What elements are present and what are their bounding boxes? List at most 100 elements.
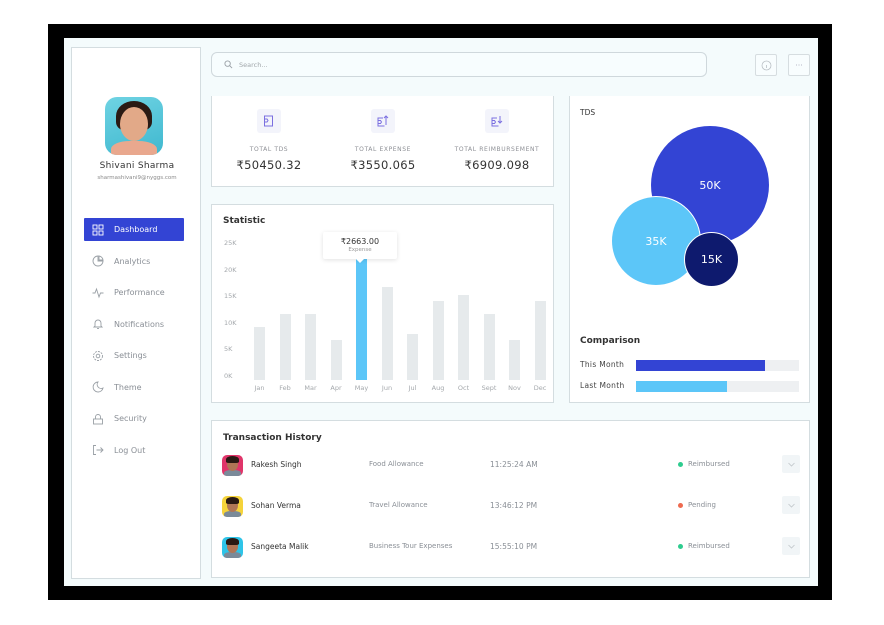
tds-title: TDS bbox=[580, 108, 596, 117]
info-button[interactable] bbox=[755, 54, 777, 76]
transaction-row[interactable]: Rakesh Singh Food Allowance 11:25:24 AM … bbox=[222, 453, 802, 477]
sidebar-item-settings[interactable]: Settings bbox=[84, 344, 184, 367]
moon-icon bbox=[92, 381, 104, 393]
stat-label: TOTAL EXPENSE bbox=[354, 146, 412, 153]
x-tick: Nov bbox=[508, 384, 521, 392]
sidebar: Shivani Sharma sharmashivani9@nyggs.com … bbox=[71, 47, 201, 579]
bar-oct[interactable] bbox=[458, 295, 469, 380]
comparison-label: This Month bbox=[580, 360, 625, 369]
x-tick: Sept bbox=[481, 384, 497, 392]
sidebar-item-notifications[interactable]: Notifications bbox=[84, 313, 184, 336]
pie-chart-icon bbox=[92, 255, 104, 267]
sidebar-item-analytics[interactable]: Analytics bbox=[84, 250, 184, 273]
x-tick: Oct bbox=[457, 384, 470, 392]
document-upload-icon bbox=[371, 109, 395, 133]
status-badge: Reimbursed bbox=[678, 542, 730, 550]
status-dot-icon bbox=[678, 502, 683, 508]
bubble-15k[interactable]: 15K bbox=[684, 232, 739, 287]
transaction-row[interactable]: Sohan Verma Travel Allowance 13:46:12 PM… bbox=[222, 494, 802, 518]
search-icon bbox=[224, 60, 233, 69]
more-button[interactable]: ··· bbox=[788, 54, 810, 76]
stat-total-tds: TOTAL TDS ₹50450.32 bbox=[212, 96, 326, 172]
stat-label: TOTAL TDS bbox=[249, 146, 289, 153]
y-tick: 0K bbox=[224, 371, 233, 380]
expand-button[interactable] bbox=[782, 455, 800, 473]
comparison-bar-this-month bbox=[636, 360, 799, 371]
avatar bbox=[222, 455, 243, 476]
sidebar-item-label: Security bbox=[114, 414, 147, 423]
sidebar-item-label: Performance bbox=[114, 288, 165, 297]
comparison-title: Comparison bbox=[580, 336, 641, 346]
chevron-down-icon bbox=[787, 503, 795, 508]
x-tick: Feb bbox=[279, 384, 291, 392]
bar-may[interactable] bbox=[356, 255, 367, 380]
logout-icon bbox=[92, 444, 104, 456]
transaction-time: 15:55:10 PM bbox=[490, 542, 538, 551]
bar-aug[interactable] bbox=[432, 300, 444, 380]
sidebar-item-label: Settings bbox=[114, 351, 147, 360]
lock-icon bbox=[92, 413, 104, 425]
transaction-category: Travel Allowance bbox=[369, 501, 428, 509]
comparison-bar-last-month bbox=[636, 381, 799, 392]
user-email: sharmashivani9@nyggs.com bbox=[97, 175, 177, 181]
search-bar[interactable] bbox=[211, 52, 707, 77]
document-icon bbox=[257, 109, 281, 133]
bell-icon bbox=[92, 318, 104, 330]
x-tick: Mar bbox=[304, 384, 317, 392]
user-avatar[interactable] bbox=[105, 97, 163, 155]
x-tick: Dec bbox=[533, 384, 547, 392]
bar-jun[interactable] bbox=[381, 287, 393, 380]
bubble-50k[interactable]: 50K bbox=[651, 126, 769, 244]
sidebar-item-label: Analytics bbox=[114, 256, 151, 266]
stat-value: ₹3550.065 bbox=[350, 158, 416, 172]
more-dots-icon: ··· bbox=[795, 60, 803, 70]
transaction-name: Rakesh Singh bbox=[251, 460, 302, 469]
bar-mar[interactable] bbox=[305, 313, 316, 380]
statistic-title: Statistic bbox=[223, 216, 266, 226]
grid-icon bbox=[92, 224, 104, 236]
user-name: Shivani Sharma bbox=[99, 161, 175, 171]
sidebar-item-security[interactable]: Security bbox=[84, 407, 184, 430]
status-dot-icon bbox=[678, 543, 683, 549]
expand-button[interactable] bbox=[782, 537, 800, 555]
sidebar-item-label: Log Out bbox=[114, 445, 146, 455]
x-tick: Apr bbox=[330, 384, 342, 392]
bar-jan[interactable] bbox=[254, 327, 265, 380]
y-tick: 10K bbox=[224, 318, 237, 327]
x-tick: Jan bbox=[254, 384, 265, 392]
stat-label: TOTAL REIMBURSEMENT bbox=[454, 146, 540, 153]
gear-icon bbox=[92, 350, 104, 362]
chevron-down-icon bbox=[787, 462, 795, 467]
sidebar-item-label: Theme bbox=[114, 382, 142, 392]
stat-value: ₹50450.32 bbox=[236, 158, 302, 172]
info-icon bbox=[761, 60, 771, 70]
transaction-time: 11:25:24 AM bbox=[490, 460, 538, 469]
status-dot-icon bbox=[678, 461, 683, 467]
sidebar-nav: Dashboard Analytics Performance Notifica… bbox=[84, 218, 184, 470]
sidebar-item-theme[interactable]: Theme bbox=[84, 376, 184, 399]
sidebar-item-dashboard[interactable]: Dashboard bbox=[84, 218, 184, 241]
bar-sept[interactable] bbox=[483, 313, 495, 380]
y-tick: 20K bbox=[224, 265, 237, 274]
bar-nov[interactable] bbox=[509, 340, 520, 380]
bar-feb[interactable] bbox=[279, 313, 291, 380]
stat-total-expense: TOTAL EXPENSE ₹3550.065 bbox=[326, 96, 440, 172]
tooltip-value: ₹2663.00 bbox=[340, 237, 380, 246]
statistic-card: Statistic 25K 20K 15K 10K 5K 0K Jan Feb Ma… bbox=[211, 204, 554, 403]
y-tick: 5K bbox=[224, 345, 233, 353]
transaction-row[interactable]: Sangeeta Malik Business Tour Expenses 15… bbox=[222, 535, 802, 559]
expand-button[interactable] bbox=[782, 496, 800, 514]
bar-dec[interactable] bbox=[534, 300, 546, 380]
status-badge: Reimbursed bbox=[678, 460, 730, 468]
transaction-history-title: Transaction History bbox=[223, 433, 322, 443]
stat-total-reimbursement: TOTAL REIMBURSEMENT ₹6909.098 bbox=[440, 96, 554, 172]
chevron-down-icon bbox=[787, 544, 795, 549]
search-input[interactable] bbox=[239, 60, 639, 69]
chart-tooltip: ₹2663.00 Expense bbox=[323, 232, 397, 263]
bar-apr[interactable] bbox=[330, 340, 342, 380]
bar-jul[interactable] bbox=[407, 333, 418, 380]
sidebar-item-logout[interactable]: Log Out bbox=[84, 439, 184, 462]
sidebar-item-performance[interactable]: Performance bbox=[84, 281, 184, 304]
transaction-history-card: Transaction History Rakesh Singh Food Al… bbox=[211, 420, 810, 578]
transaction-category: Business Tour Expenses bbox=[369, 542, 453, 550]
